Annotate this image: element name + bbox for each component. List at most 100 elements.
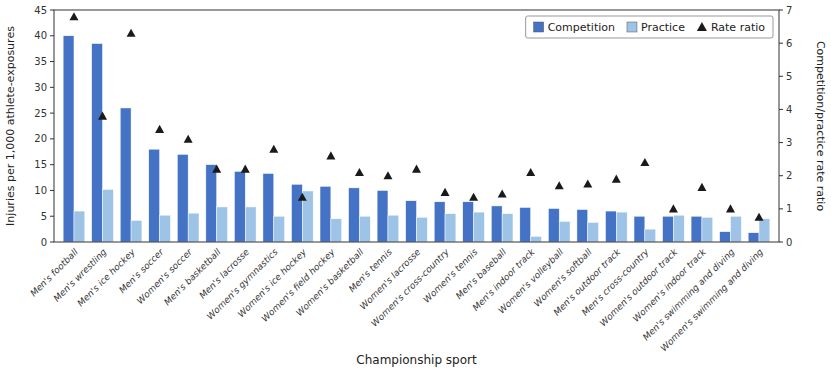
bar bbox=[120, 108, 131, 242]
bar bbox=[759, 219, 770, 242]
bar bbox=[531, 236, 542, 242]
marker bbox=[127, 29, 136, 37]
marker bbox=[498, 189, 507, 197]
legend-swatch bbox=[697, 22, 707, 31]
y-tick-label: 30 bbox=[34, 82, 47, 93]
chart: 05101520253035404501234567Men's football… bbox=[0, 0, 831, 370]
legend-item: Rate ratio bbox=[697, 21, 765, 34]
y2-tick bbox=[779, 10, 783, 11]
bar bbox=[730, 216, 741, 242]
y-tick bbox=[50, 138, 54, 139]
y-tick bbox=[50, 61, 54, 62]
y-tick bbox=[50, 164, 54, 165]
marker bbox=[212, 165, 221, 173]
y2-tick bbox=[779, 175, 783, 176]
bar bbox=[634, 216, 645, 242]
x-tick-label: Men's baseball bbox=[454, 247, 509, 302]
x-tick-label: Men's lacrosse bbox=[197, 247, 251, 301]
bar bbox=[520, 207, 531, 242]
y-tick bbox=[50, 113, 54, 114]
y2-tick-label: 2 bbox=[786, 170, 792, 181]
bar bbox=[359, 216, 370, 242]
marker bbox=[412, 165, 421, 173]
y2-tick bbox=[779, 43, 783, 44]
bar bbox=[377, 190, 388, 242]
y2-tick-label: 1 bbox=[786, 203, 792, 214]
bar bbox=[406, 201, 417, 242]
bar bbox=[349, 188, 360, 242]
bar bbox=[234, 171, 245, 242]
marker bbox=[326, 151, 335, 159]
marker bbox=[98, 112, 107, 120]
marker bbox=[155, 125, 164, 133]
y-tick-label: 25 bbox=[34, 108, 47, 119]
y2-tick bbox=[779, 76, 783, 77]
y2-tick-label: 5 bbox=[786, 71, 792, 82]
y-tick bbox=[50, 216, 54, 217]
bar bbox=[491, 206, 502, 242]
marker bbox=[355, 168, 364, 176]
bar bbox=[474, 212, 485, 242]
legend-swatch bbox=[627, 22, 637, 32]
y-tick bbox=[50, 190, 54, 191]
bar bbox=[74, 211, 85, 242]
marker bbox=[755, 213, 764, 221]
legend-label: Competition bbox=[548, 21, 615, 34]
legend: CompetitionPracticeRate ratio bbox=[526, 16, 773, 38]
marker bbox=[669, 204, 678, 212]
y2-tick-label: 0 bbox=[786, 237, 792, 248]
bar bbox=[445, 214, 456, 242]
marker bbox=[298, 193, 307, 201]
bar bbox=[92, 44, 103, 242]
marker bbox=[555, 181, 564, 189]
bar bbox=[616, 212, 627, 242]
y-tick-label: 5 bbox=[41, 211, 47, 222]
y-tick-label: 20 bbox=[34, 133, 47, 144]
bar bbox=[188, 213, 199, 242]
marker bbox=[726, 204, 735, 212]
bar bbox=[702, 217, 713, 242]
y-tick-label: 0 bbox=[41, 237, 47, 248]
bar bbox=[103, 189, 114, 242]
bar bbox=[388, 215, 399, 242]
bar bbox=[577, 210, 588, 242]
marker bbox=[612, 175, 621, 183]
bar bbox=[217, 207, 228, 242]
marker bbox=[640, 158, 649, 166]
bar bbox=[263, 173, 274, 242]
y-tick-label: 15 bbox=[34, 159, 47, 170]
bar bbox=[645, 229, 656, 242]
bar bbox=[160, 215, 171, 242]
marker bbox=[583, 180, 592, 188]
legend-swatch bbox=[534, 22, 544, 32]
bar bbox=[720, 232, 731, 242]
y-tick-label: 35 bbox=[34, 56, 47, 67]
bar bbox=[245, 207, 256, 242]
marker bbox=[697, 183, 706, 191]
marker bbox=[441, 188, 450, 196]
bar bbox=[588, 222, 599, 242]
bar bbox=[131, 220, 142, 242]
y-tick-label: 45 bbox=[34, 5, 47, 16]
marker bbox=[383, 171, 392, 179]
y2-tick-label: 7 bbox=[786, 5, 792, 16]
bar bbox=[502, 214, 513, 242]
y2-tick bbox=[779, 109, 783, 110]
bar bbox=[548, 208, 559, 242]
bar bbox=[320, 186, 331, 242]
y-axis-label: Injuries per 1,000 athlete-exposures bbox=[4, 26, 17, 226]
bar bbox=[177, 154, 188, 242]
y2-tick bbox=[779, 142, 783, 143]
marker bbox=[69, 12, 78, 20]
x-tick-label: Women's swimming and diving bbox=[659, 247, 766, 354]
y2-axis-label: Competition/practice rate ratio bbox=[814, 41, 827, 211]
y-tick bbox=[50, 10, 54, 11]
marks bbox=[63, 12, 770, 242]
y2-tick-label: 3 bbox=[786, 137, 792, 148]
bar bbox=[434, 202, 445, 242]
y-tick-label: 10 bbox=[34, 185, 47, 196]
bar bbox=[748, 233, 759, 242]
y-tick bbox=[50, 35, 54, 36]
y2-tick bbox=[779, 242, 783, 243]
bar bbox=[63, 36, 74, 242]
